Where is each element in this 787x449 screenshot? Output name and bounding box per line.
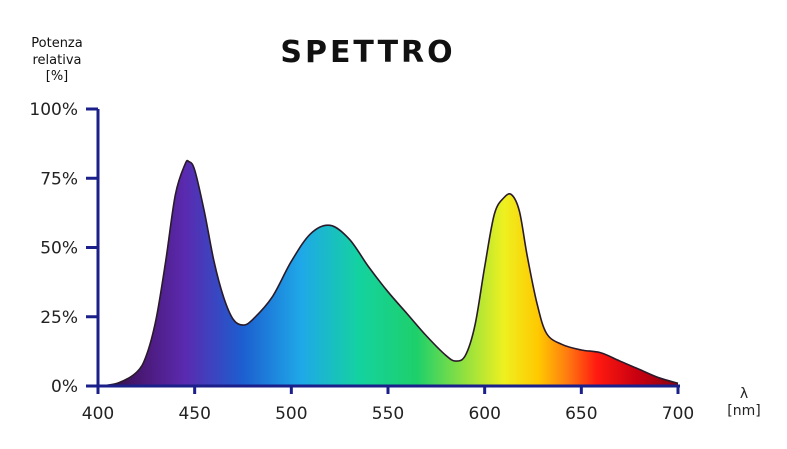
y-axis-title-line-3: [%] [46,69,69,84]
y-axis-ticks: 0% 25% 50% 75% 100% [29,100,98,397]
chart-title: SPETTRO [280,35,455,70]
spectrum-line [97,159,679,387]
x-axis-ticks: 400 450 500 550 600 650 700 [82,386,694,424]
x-axis-title: λ [nm] [727,386,760,419]
y-tick-label: 0% [51,377,78,397]
y-axis-title-line-2: relativa [32,53,81,68]
y-tick-label: 100% [29,100,78,120]
y-axis-title: Potenza relativa [%] [31,36,82,84]
x-axis-title-line-2: [nm] [727,403,760,419]
x-tick-label: 500 [275,404,307,424]
x-tick-label: 700 [662,404,694,424]
x-axis-title-line-1: λ [740,386,748,402]
y-tick-label: 75% [40,169,78,189]
spectrum-area [98,160,678,386]
y-tick-label: 25% [40,308,78,328]
x-tick-label: 400 [82,404,114,424]
x-tick-label: 450 [178,404,210,424]
y-axis-title-line-1: Potenza [31,36,82,51]
x-tick-label: 600 [468,404,500,424]
x-tick-label: 550 [372,404,404,424]
x-tick-label: 650 [565,404,597,424]
y-tick-label: 50% [40,239,78,259]
plot-area [97,159,679,387]
